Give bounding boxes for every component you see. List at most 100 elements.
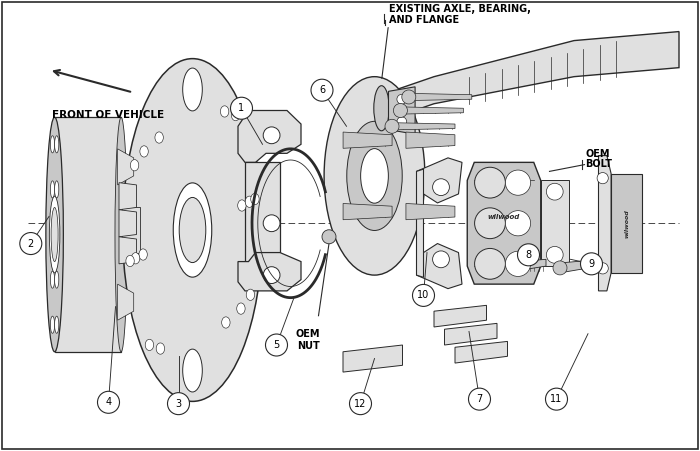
Circle shape [97, 391, 120, 413]
Ellipse shape [55, 316, 59, 333]
Circle shape [349, 393, 372, 414]
Ellipse shape [232, 110, 240, 121]
Circle shape [475, 249, 505, 279]
Circle shape [20, 233, 42, 254]
Polygon shape [119, 210, 136, 237]
Ellipse shape [140, 146, 148, 157]
Polygon shape [382, 32, 679, 122]
Polygon shape [55, 117, 121, 352]
Polygon shape [246, 207, 263, 253]
Polygon shape [416, 158, 462, 203]
Ellipse shape [139, 249, 147, 260]
Polygon shape [406, 203, 455, 220]
Ellipse shape [50, 136, 55, 153]
Circle shape [468, 388, 491, 410]
Ellipse shape [55, 181, 59, 198]
Circle shape [475, 167, 505, 198]
Ellipse shape [222, 317, 230, 328]
Circle shape [265, 334, 288, 356]
Ellipse shape [352, 131, 366, 221]
Circle shape [475, 208, 505, 239]
Ellipse shape [132, 253, 140, 264]
Circle shape [230, 97, 253, 119]
Ellipse shape [238, 200, 246, 211]
Circle shape [412, 285, 435, 306]
Text: wilwood: wilwood [624, 209, 629, 238]
Text: 12: 12 [354, 399, 367, 409]
Text: 4: 4 [106, 397, 111, 407]
Circle shape [580, 253, 603, 275]
Ellipse shape [50, 271, 55, 288]
Circle shape [263, 267, 280, 284]
Ellipse shape [155, 132, 163, 143]
Ellipse shape [126, 255, 134, 267]
Ellipse shape [251, 193, 259, 205]
Ellipse shape [49, 196, 60, 273]
Circle shape [397, 94, 407, 104]
Polygon shape [389, 87, 415, 134]
Circle shape [505, 251, 531, 276]
Circle shape [393, 103, 407, 118]
Polygon shape [343, 132, 392, 148]
Polygon shape [409, 93, 472, 101]
Circle shape [167, 393, 190, 414]
Polygon shape [343, 203, 392, 220]
Circle shape [397, 117, 407, 127]
Polygon shape [245, 162, 280, 282]
Circle shape [263, 127, 280, 144]
Circle shape [547, 183, 563, 200]
Circle shape [545, 388, 568, 410]
Ellipse shape [183, 68, 202, 111]
Circle shape [311, 79, 333, 101]
Polygon shape [118, 149, 134, 185]
Text: 2: 2 [28, 239, 34, 249]
Polygon shape [343, 345, 402, 372]
Polygon shape [119, 237, 136, 264]
Ellipse shape [130, 160, 139, 171]
Circle shape [402, 90, 416, 104]
Circle shape [597, 173, 608, 184]
Text: 10: 10 [417, 290, 430, 300]
Text: 9: 9 [589, 259, 594, 269]
Text: 3: 3 [176, 399, 181, 409]
Polygon shape [540, 180, 568, 266]
Ellipse shape [174, 183, 212, 277]
Polygon shape [416, 169, 424, 277]
Ellipse shape [51, 207, 58, 262]
Ellipse shape [50, 226, 55, 243]
Ellipse shape [183, 349, 202, 392]
Ellipse shape [324, 77, 425, 275]
Polygon shape [238, 253, 301, 291]
Text: BOLT: BOLT [585, 159, 612, 169]
Text: FRONT OF VEHICLE: FRONT OF VEHICLE [52, 110, 164, 120]
Circle shape [385, 119, 399, 133]
Polygon shape [434, 305, 486, 327]
Circle shape [322, 230, 336, 244]
Polygon shape [392, 123, 455, 130]
Polygon shape [406, 132, 455, 148]
Ellipse shape [50, 181, 55, 198]
Circle shape [433, 251, 449, 268]
Text: 6: 6 [319, 85, 325, 95]
Polygon shape [611, 174, 642, 273]
Polygon shape [598, 156, 611, 291]
Ellipse shape [346, 121, 402, 230]
Polygon shape [119, 183, 136, 210]
Text: 1: 1 [239, 103, 244, 113]
Ellipse shape [122, 59, 262, 401]
Ellipse shape [115, 117, 127, 352]
Polygon shape [118, 284, 134, 320]
Circle shape [263, 215, 280, 232]
Ellipse shape [55, 226, 59, 243]
Polygon shape [400, 107, 463, 114]
Text: NUT: NUT [297, 341, 319, 350]
Circle shape [505, 211, 531, 236]
Ellipse shape [246, 289, 255, 300]
Polygon shape [455, 341, 508, 363]
Polygon shape [122, 207, 140, 253]
Ellipse shape [46, 117, 63, 352]
Text: EXISTING AXLE, BEARING,: EXISTING AXLE, BEARING, [389, 4, 531, 14]
Circle shape [547, 246, 563, 263]
Text: 8: 8 [526, 250, 531, 260]
Ellipse shape [245, 196, 253, 207]
